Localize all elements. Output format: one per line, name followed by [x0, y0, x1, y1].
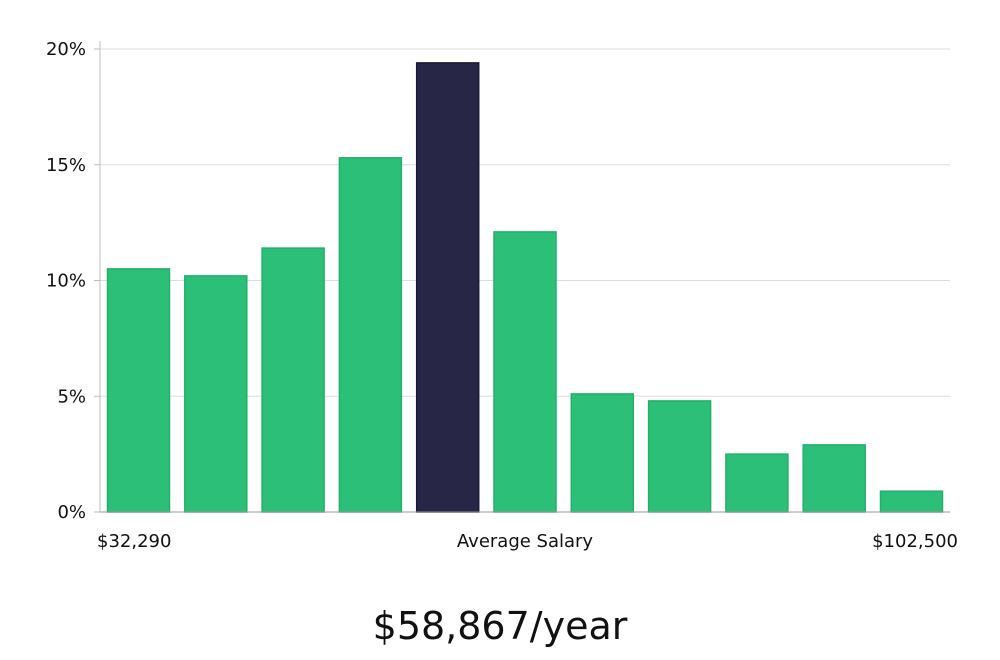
y-axis-ticks: 0% 5% 10% 15% 20% [46, 39, 100, 523]
bar-10 [802, 444, 866, 513]
bar-7 [570, 393, 635, 513]
bar-4 [338, 157, 403, 513]
salary-histogram-chart: 0% 5% 10% 15% 20% $32,290 Average Salary $102,… [46, 39, 958, 552]
average-salary-value: $58,867/year [372, 604, 628, 648]
y-tick-label-0: 0% [57, 502, 86, 523]
bar-3 [261, 247, 325, 513]
y-tick-label-20: 20% [46, 39, 86, 60]
bar-1 [106, 268, 171, 513]
x-label-min-salary: $32,290 [97, 531, 171, 552]
bar-6 [493, 231, 557, 513]
x-label-average-salary: Average Salary [457, 531, 594, 552]
x-axis-labels: $32,290 Average Salary $102,500 [97, 531, 958, 552]
y-tick-label-10: 10% [46, 271, 86, 292]
bar-average-salary [415, 62, 480, 513]
bar-11 [879, 490, 944, 513]
x-label-max-salary: $102,500 [872, 531, 958, 552]
bar-9 [725, 453, 789, 513]
bars [106, 62, 944, 513]
y-tick-label-5: 5% [57, 386, 86, 407]
bar-8 [647, 400, 712, 513]
y-tick-label-15: 15% [46, 155, 86, 176]
bar-2 [184, 275, 248, 513]
